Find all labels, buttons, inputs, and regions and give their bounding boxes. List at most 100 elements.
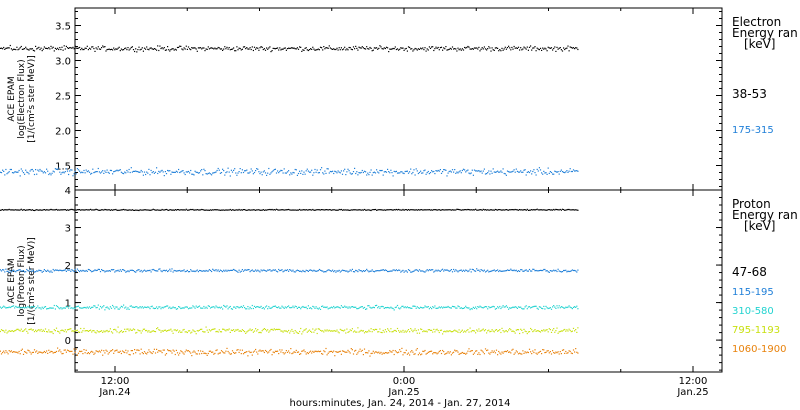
data-point [323,173,325,175]
data-point [60,209,62,211]
data-point [387,209,389,211]
data-point [373,271,375,273]
data-point [49,307,51,309]
data-point [561,306,564,308]
data-point [344,168,346,170]
data-point [272,170,274,172]
data-point [337,270,339,272]
data-point [510,49,512,51]
data-point [437,307,439,309]
data-point [253,171,256,174]
data-point [547,167,549,169]
data-point [499,305,501,308]
data-point [57,47,59,49]
data-point [488,46,490,48]
data-point [198,269,201,272]
data-point [550,308,553,310]
data-point [469,268,471,270]
data-point [300,270,302,272]
data-point [341,209,344,211]
data-point [181,307,183,309]
data-point [308,307,311,309]
data-point [105,171,107,173]
data-point [377,48,379,50]
data-point [310,209,312,211]
data-point [437,169,439,172]
data-point [528,306,531,308]
data-point [561,271,564,273]
data-point [429,269,432,271]
data-point [120,171,122,173]
data-point [324,209,326,211]
data-point [164,209,166,211]
data-point [173,49,175,51]
data-point [343,306,345,308]
data-point [116,48,118,50]
data-point [124,171,126,173]
data-point [302,49,304,51]
data-point [10,271,12,273]
data-point [28,49,30,51]
data-point [534,209,536,211]
data-point [80,209,82,211]
data-point [269,307,271,309]
data-point [450,209,452,211]
data-point [368,271,370,273]
data-point [533,169,535,171]
data-point [135,209,137,211]
data-point [76,209,78,211]
data-point [543,305,545,307]
data-point [44,209,47,211]
data-point [8,47,10,49]
data-point [8,271,10,274]
data-point [204,270,206,272]
data-point [521,209,523,211]
data-point [18,269,20,271]
data-point [539,47,542,49]
data-point [62,171,64,173]
data-point [333,271,335,273]
data-point [526,46,528,48]
data-point [530,45,532,47]
data-point [135,170,137,172]
data-point [57,209,59,211]
data-point [19,175,21,177]
data-point [406,209,408,211]
data-point [291,306,293,309]
data-point [137,171,139,173]
data-point [538,270,540,272]
data-point [240,305,242,308]
data-point [91,46,93,48]
data-point [257,306,259,308]
data-point [307,270,309,272]
data-point [493,306,495,308]
data-point [532,306,534,308]
data-point [281,170,283,172]
data-point [137,307,139,309]
data-point [369,209,371,211]
data-point [411,209,413,211]
data-point [552,209,554,211]
data-point [351,268,353,270]
data-point [448,270,450,272]
data-point [35,271,37,273]
data-point [19,209,21,211]
data-point [352,209,355,211]
data-point [4,271,6,273]
data-point [359,270,361,272]
data-point [256,209,258,211]
data-point [130,209,132,211]
data-point [3,46,5,49]
data-point [299,208,301,211]
data-point [197,306,199,308]
data-point [567,208,569,211]
data-point [26,171,28,173]
data-point [399,209,401,211]
data-point [255,269,257,271]
data-point [105,209,107,211]
data-point [486,173,488,175]
data-point [259,47,261,49]
data-point [22,48,25,50]
data-point [577,269,579,271]
data-point [277,209,279,211]
